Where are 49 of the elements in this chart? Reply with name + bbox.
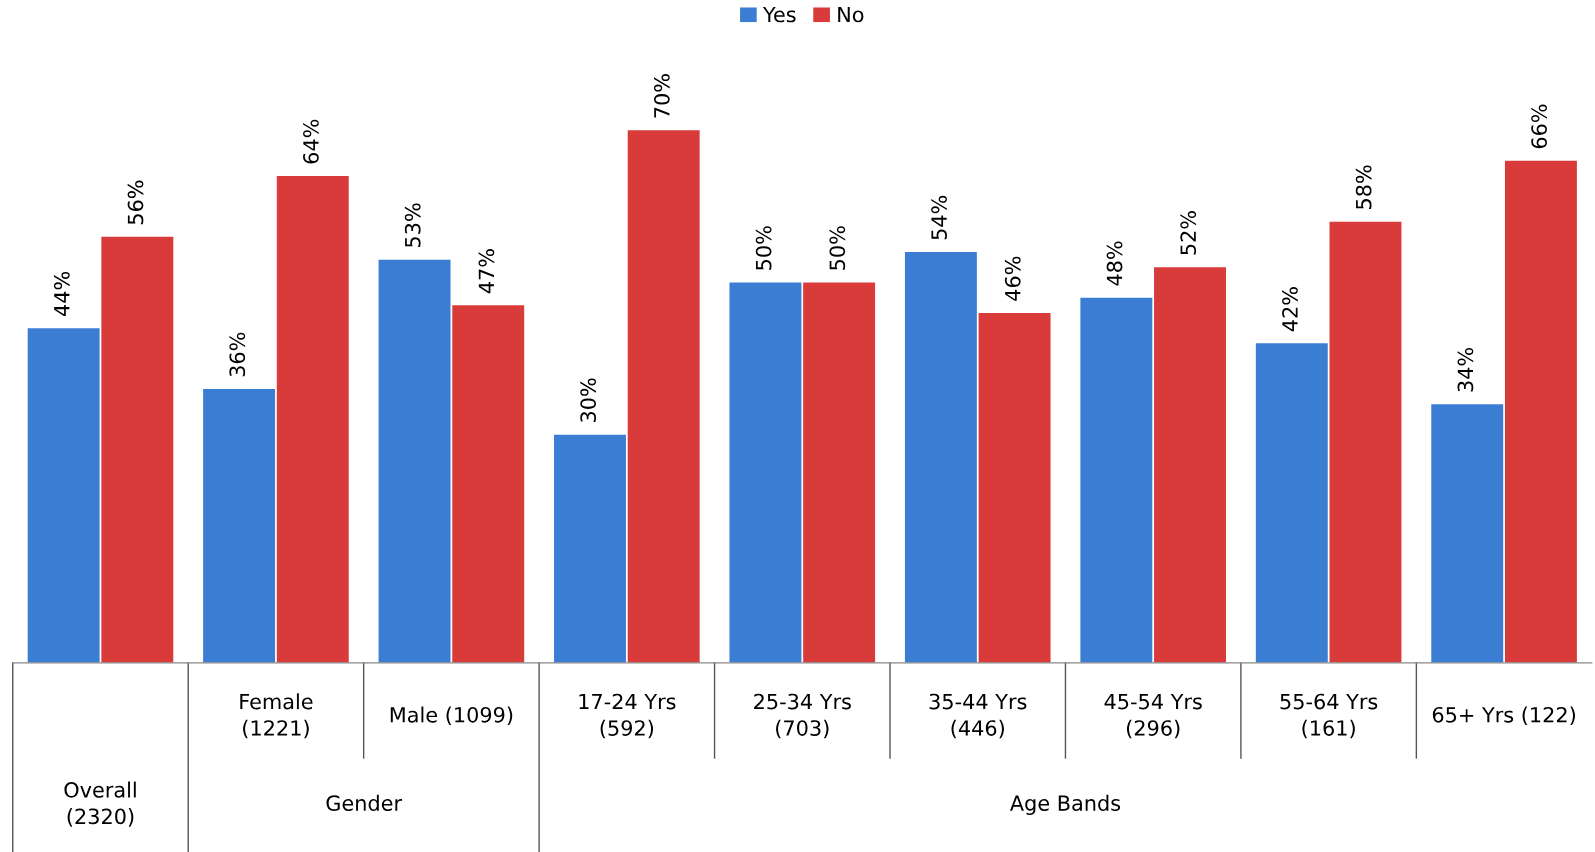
data-label: 42% — [1282, 287, 1298, 332]
data-label: 47% — [478, 249, 495, 294]
data-label: 70% — [653, 74, 670, 118]
text: Gender — [326, 794, 403, 811]
bar — [101, 236, 174, 663]
x-tick-label: Female (1221) — [240, 693, 313, 739]
x-tick-label: 55-64 Yrs (161) — [1280, 693, 1378, 739]
bar — [1431, 404, 1504, 663]
bar — [1329, 221, 1402, 663]
data-label: 50% — [755, 226, 772, 270]
data-label: 53% — [404, 203, 421, 247]
x-tick-label: 35-44 Yrs (446) — [929, 693, 1027, 739]
bar — [378, 259, 451, 663]
bar — [452, 305, 525, 663]
bar — [203, 389, 276, 663]
x-tick-label: Male (1099) — [390, 706, 513, 726]
bar — [1154, 267, 1226, 663]
bar — [27, 328, 100, 663]
x-tick-label: 45-54 Yrs (296) — [1104, 693, 1202, 739]
data-label: 66% — [1531, 104, 1547, 149]
data-label: 34% — [1457, 347, 1474, 392]
data-label: 36% — [229, 332, 246, 377]
data-label: 54% — [931, 195, 947, 240]
bar — [803, 282, 876, 663]
x-tick-label: 25-34 Yrs (703) — [754, 693, 851, 739]
text: Age Bands — [1009, 794, 1121, 816]
data-label: 30% — [580, 378, 597, 422]
bar — [627, 130, 700, 663]
bar — [276, 176, 349, 663]
data-label: 48% — [1106, 241, 1123, 286]
data-label: 44% — [53, 271, 70, 317]
bar — [554, 434, 626, 663]
bar — [729, 282, 802, 663]
bar — [1255, 343, 1328, 663]
data-label: 56% — [127, 180, 144, 225]
x-tick-label: 65+ Yrs (122) — [1432, 706, 1575, 726]
data-label: 50% — [829, 226, 846, 270]
bar — [904, 252, 977, 663]
legend-label: No — [838, 6, 864, 23]
data-label: 64% — [303, 119, 319, 164]
data-label: 52% — [1180, 211, 1197, 255]
text: Overall (2320) — [64, 781, 136, 827]
x-tick-label: 17-24 Yrs (592) — [579, 693, 676, 739]
bar — [1080, 297, 1153, 663]
data-label: 46% — [1004, 256, 1021, 301]
data-label: 58% — [1355, 165, 1372, 209]
bar — [1504, 160, 1577, 663]
legend-label: Yes — [762, 6, 796, 23]
bar — [978, 312, 1051, 663]
